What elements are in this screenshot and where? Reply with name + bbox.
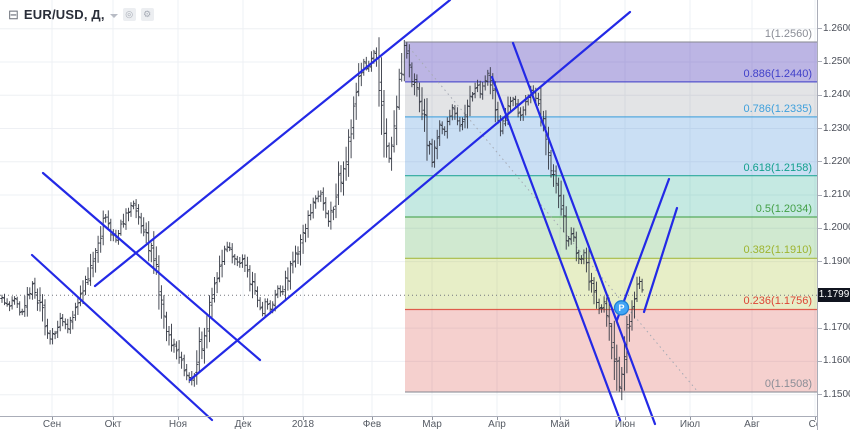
price-axis-label: 1.2200 (823, 155, 850, 167)
falling-wedge-left-line[interactable] (490, 75, 622, 422)
price-axis-label: 1.2500 (823, 55, 850, 67)
price-axis-label: 1.1700 (823, 322, 850, 334)
recovery-trend-left-line[interactable] (615, 177, 671, 322)
price-axis-tick (818, 327, 822, 329)
time-axis-tick (752, 417, 753, 420)
time-axis-label: 2018 (291, 419, 315, 430)
time-axis-label: Се (808, 419, 817, 430)
descending-channel-lower-line[interactable] (30, 253, 214, 422)
price-axis-label: 1.2300 (823, 122, 850, 134)
time-axis-label: Июн (614, 419, 636, 430)
fib-level-label: 0(1.1508) (764, 378, 812, 390)
chevron-down-icon[interactable] (109, 14, 118, 18)
fib-level-label: 0.382(1.1910) (743, 244, 813, 257)
chart-legend: ⊟ EUR/USD, Д, ◎ ⚙ (8, 7, 154, 22)
chart-canvas[interactable]: P (0, 0, 817, 430)
time-axis-label: Мар (422, 419, 442, 430)
price-axis[interactable]: 1.1799 1.2600 1.2500 1.2400 1.2300 1.2200 1.2… (817, 0, 850, 430)
svg-text:P: P (618, 303, 624, 313)
time-axis-label: Апр (488, 419, 506, 430)
time-axis[interactable]: Сен Окт Ноя Дек 2018 Фев Мар Апр Май Июн Июл Авг Се (0, 417, 817, 430)
settings-icon[interactable]: ⚙ (140, 8, 154, 21)
gridlines (0, 0, 817, 416)
price-axis-tick (818, 128, 822, 129)
descending-channel-upper-line[interactable] (41, 171, 262, 362)
time-axis-label: Май (550, 419, 570, 430)
price-axis-tick (818, 194, 822, 196)
price-axis-label: 1.2000 (823, 222, 850, 234)
price-axis-tick (818, 261, 822, 263)
ascending-channel-lower-line[interactable] (188, 10, 632, 382)
recovery-trend-right-line[interactable] (642, 206, 679, 314)
price-axis-label: 1.1500 (823, 388, 850, 400)
fib-level-label: 0.886(1.2440) (743, 67, 813, 80)
falling-wedge-right-line[interactable] (511, 41, 657, 426)
price-axis-tick (818, 227, 822, 229)
time-axis-label: Дек (234, 419, 252, 430)
time-axis-label: Ноя (168, 419, 188, 430)
time-axis-label: Авг (744, 419, 760, 430)
time-axis-border (0, 416, 850, 417)
time-axis-tick (303, 417, 304, 420)
time-axis-label: Окт (104, 419, 122, 430)
time-axis-tick (243, 417, 244, 420)
price-axis-tick (818, 28, 822, 30)
time-axis-label: Июл (679, 419, 701, 430)
collapse-panel-icon[interactable]: ⊟ (8, 6, 19, 22)
time-axis-tick (497, 417, 498, 420)
price-axis-tick (818, 161, 822, 163)
time-axis-tick (52, 417, 53, 420)
price-axis-tick (818, 360, 822, 362)
time-axis-label: Сен (42, 419, 62, 430)
fib-level-label: 0.236(1.1756) (743, 295, 813, 308)
time-axis-tick (178, 417, 179, 420)
price-axis-tick (818, 61, 822, 63)
price-axis-label: 1.2100 (823, 189, 850, 201)
ascending-channel-upper-line[interactable] (93, 0, 452, 288)
time-axis-tick (113, 417, 114, 420)
fib-retracement-bands[interactable] (405, 41, 817, 393)
current-price-label: 1.1799 (818, 288, 850, 302)
time-axis-tick (372, 417, 373, 420)
symbol-interval-label[interactable]: EUR/USD, Д, (23, 7, 105, 22)
point-marker[interactable]: P (613, 300, 630, 316)
time-axis-tick (690, 417, 691, 420)
visibility-icon[interactable]: ◎ (122, 8, 136, 21)
price-axis-label: 1.1600 (823, 355, 850, 367)
time-axis-tick (815, 417, 816, 420)
fib-level-label: 0.786(1.2335) (743, 102, 813, 115)
fib-level-label: 0.5(1.2034) (755, 203, 812, 215)
time-axis-tick (560, 417, 561, 420)
price-axis-label: 1.2400 (823, 89, 850, 101)
fib-trend-dotted-guide (405, 43, 699, 393)
time-axis-tick (432, 417, 433, 420)
price-axis-label: 1.1900 (823, 255, 850, 267)
time-axis-tick (625, 417, 626, 420)
price-axis-tick (818, 394, 822, 396)
fib-level-label: 0.618(1.2158) (743, 161, 813, 174)
price-axis-label: 1.2600 (823, 22, 850, 34)
time-axis-label: Фев (362, 419, 382, 430)
price-axis-tick (818, 94, 822, 96)
fib-level-label: 1(1.2560) (764, 28, 812, 40)
